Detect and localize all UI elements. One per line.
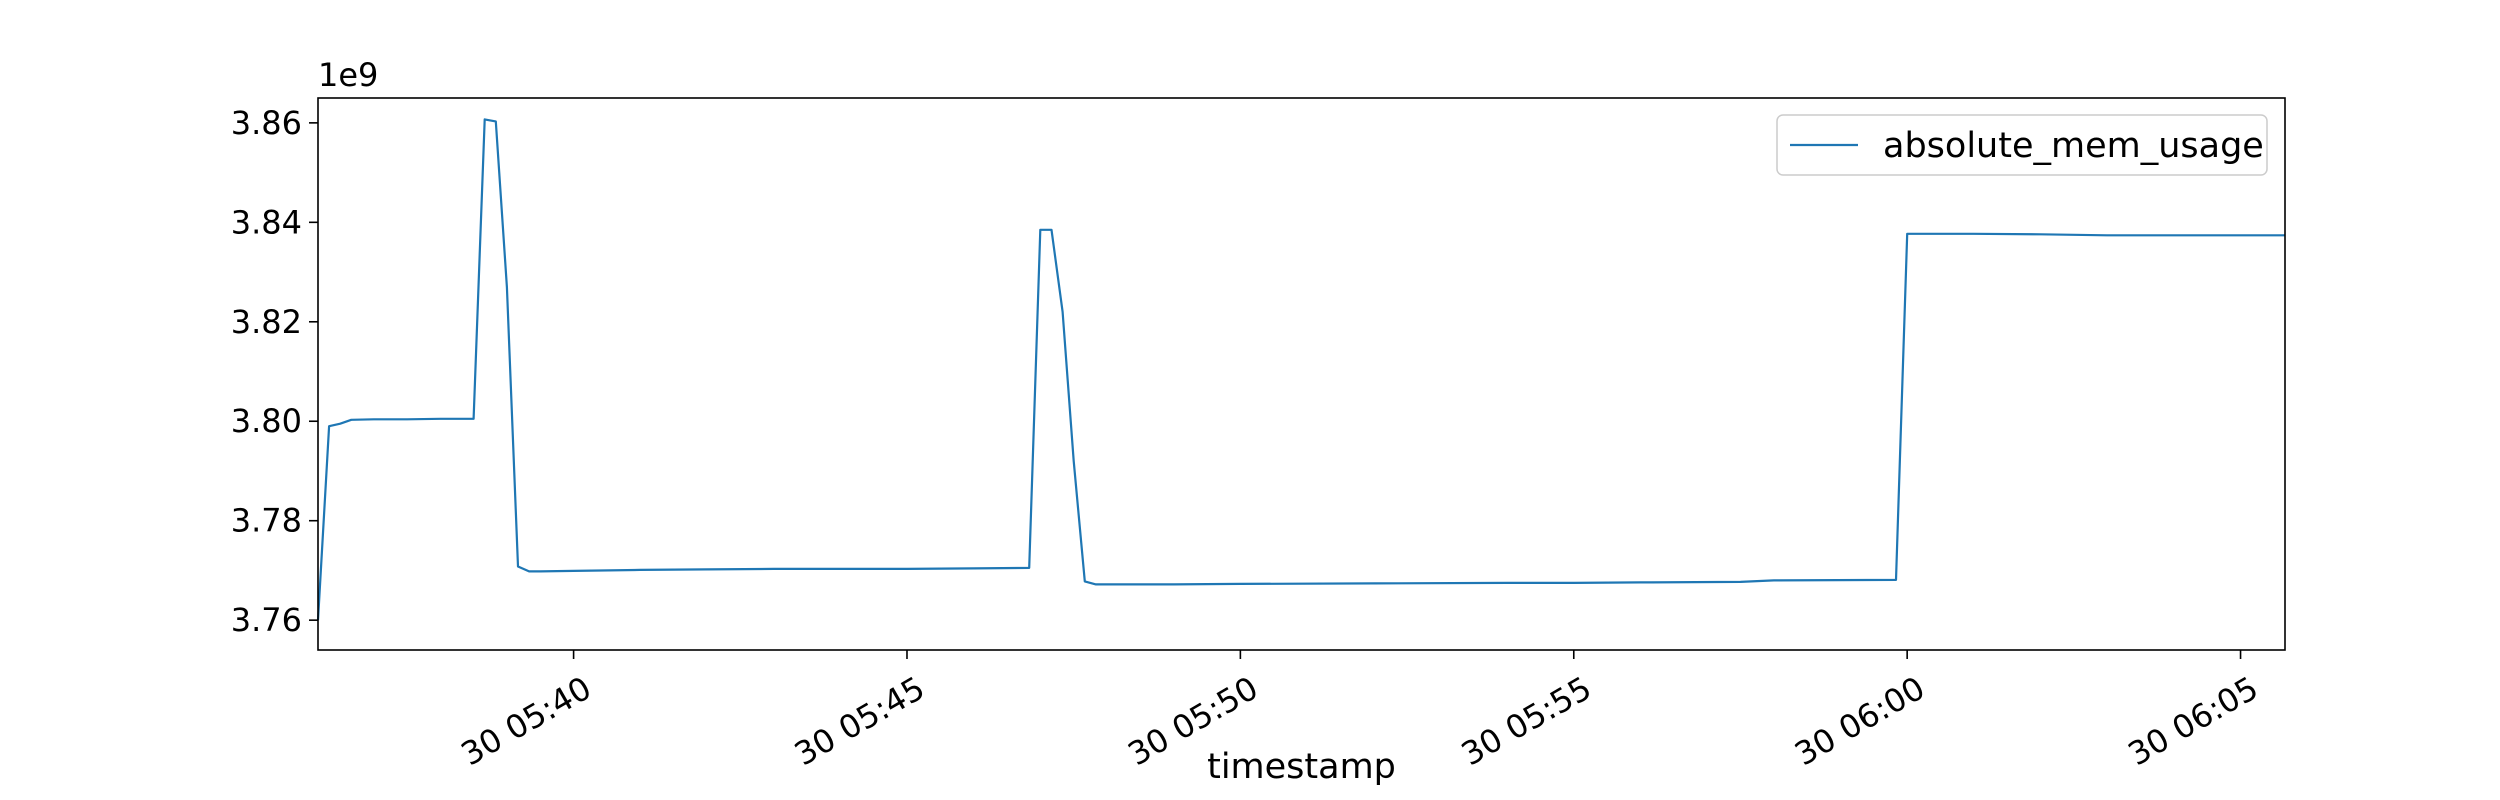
y-tick-label: 3.78 xyxy=(231,502,302,540)
y-axis-offset-label: 1e9 xyxy=(318,56,378,94)
series-line-absolute-mem-usage xyxy=(316,118,2285,621)
plot-area-frame xyxy=(317,97,2286,651)
legend: absolute_mem_usage xyxy=(1776,114,2268,176)
x-axis-title: timestamp xyxy=(1207,747,1396,787)
y-axis: 3.76 3.78 3.80 3.82 3.84 3.86 xyxy=(231,104,318,639)
y-tick-label: 3.76 xyxy=(231,601,302,639)
series-layer xyxy=(316,118,2285,621)
legend-label-absolute-mem-usage: absolute_mem_usage xyxy=(1883,126,2264,166)
y-tick-label: 3.80 xyxy=(231,402,302,440)
y-tick-label: 3.84 xyxy=(231,203,302,241)
legend-box xyxy=(1776,114,2268,176)
y-tick-label: 3.82 xyxy=(231,303,302,341)
y-tick-label: 3.86 xyxy=(231,104,302,142)
